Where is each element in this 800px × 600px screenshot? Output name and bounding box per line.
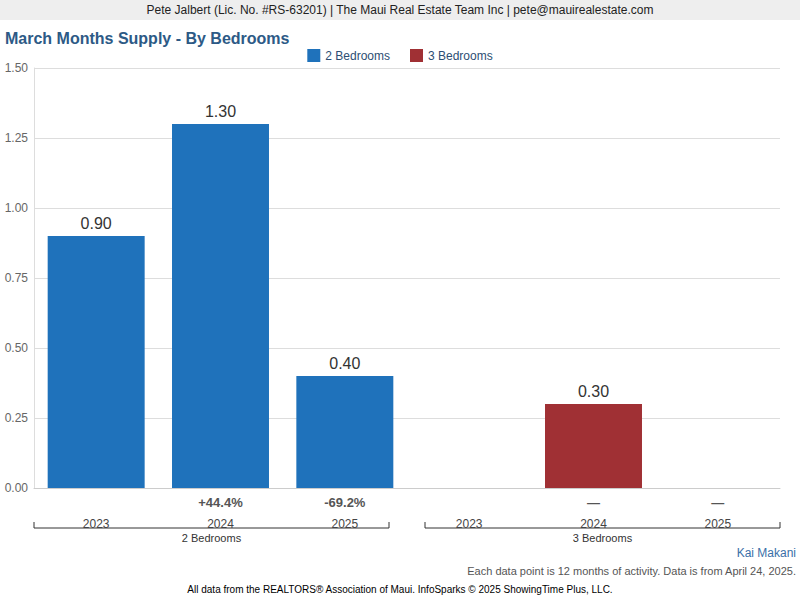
svg-text:—: — [587,495,600,510]
svg-text:2 Bedrooms: 2 Bedrooms [182,532,242,544]
svg-text:3 Bedrooms: 3 Bedrooms [573,532,633,544]
svg-text:0.75: 0.75 [5,271,29,285]
svg-text:Pete Jalbert (Lic. No. #RS-632: Pete Jalbert (Lic. No. #RS-63201) | The … [147,3,654,17]
svg-text:0.25: 0.25 [5,411,29,425]
svg-text:2023: 2023 [83,517,110,531]
svg-text:All data from the REALTORS® As: All data from the REALTORS® Association … [187,584,612,595]
svg-text:2025: 2025 [331,517,358,531]
svg-text:2025: 2025 [704,517,731,531]
svg-text:2024: 2024 [580,517,607,531]
svg-text:0.40: 0.40 [329,355,360,372]
svg-text:—: — [711,495,724,510]
svg-text:2024: 2024 [207,517,234,531]
svg-text:March Months Supply - By Bedro: March Months Supply - By Bedrooms [5,30,290,47]
svg-text:3 Bedrooms: 3 Bedrooms [428,49,493,63]
svg-text:Kai Makani: Kai Makani [737,546,796,560]
svg-text:0.00: 0.00 [5,481,29,495]
svg-text:1.25: 1.25 [5,131,29,145]
svg-text:+44.4%: +44.4% [198,495,243,510]
svg-text:0.90: 0.90 [81,215,112,232]
svg-text:Each data point is 12 months o: Each data point is 12 months of activity… [467,565,796,577]
svg-text:-69.2%: -69.2% [324,495,366,510]
svg-text:2023: 2023 [456,517,483,531]
svg-text:1.50: 1.50 [5,61,29,75]
svg-text:1.00: 1.00 [5,201,29,215]
svg-text:1.30: 1.30 [205,103,236,120]
svg-text:2 Bedrooms: 2 Bedrooms [325,49,390,63]
svg-text:0.50: 0.50 [5,341,29,355]
svg-text:0.30: 0.30 [578,383,609,400]
